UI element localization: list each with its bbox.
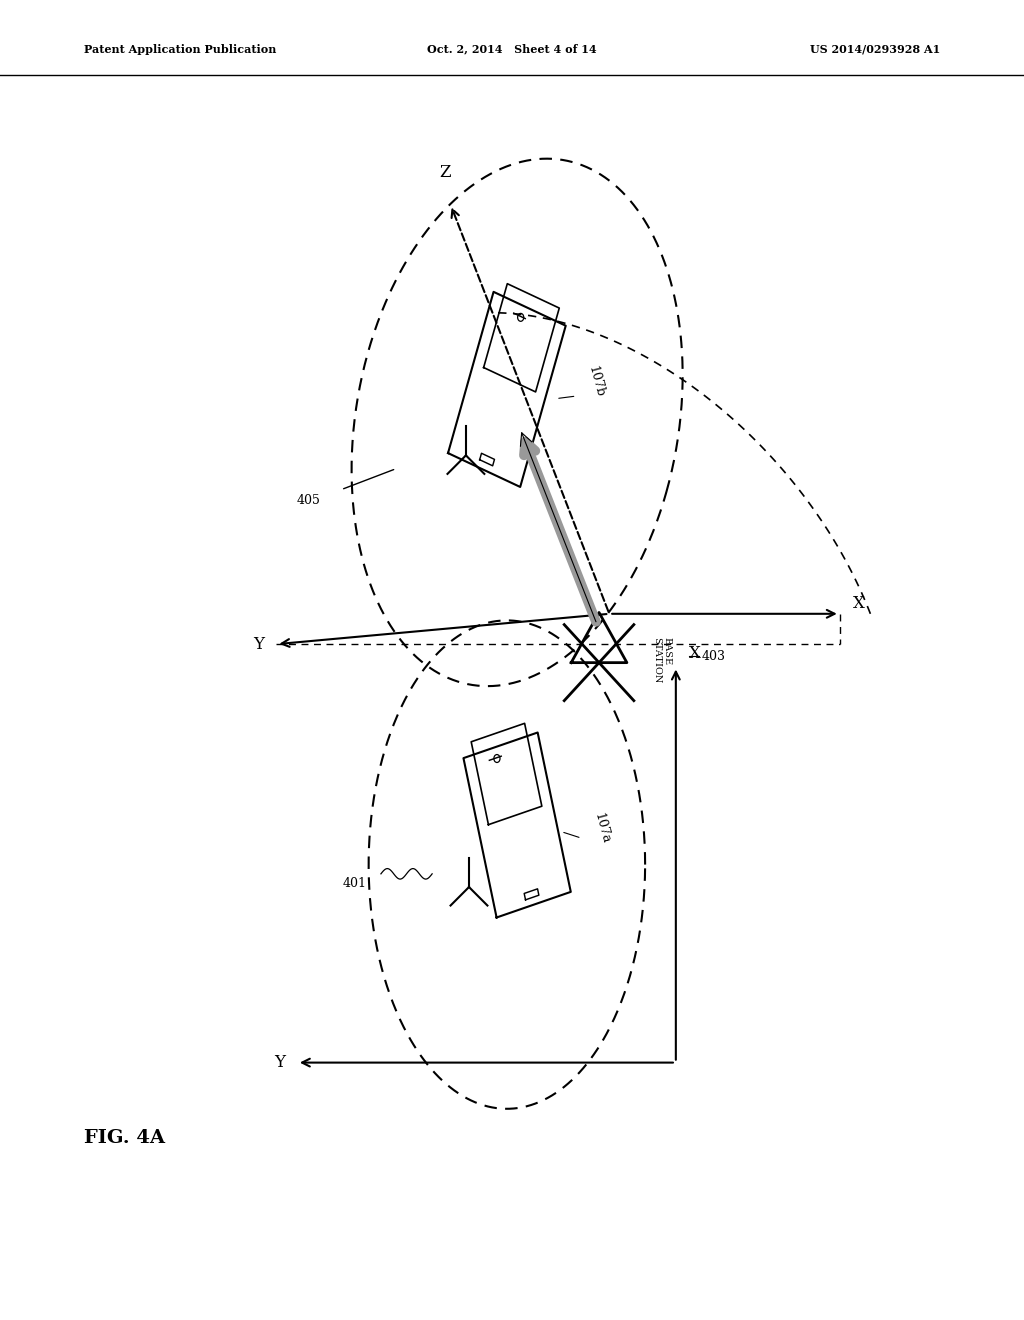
Text: 405: 405: [297, 494, 321, 507]
Text: 401: 401: [343, 876, 367, 890]
Text: X: X: [853, 595, 865, 611]
Text: 107a: 107a: [592, 812, 612, 845]
Text: BASE
STATION: BASE STATION: [652, 636, 672, 684]
Text: Oct. 2, 2014   Sheet 4 of 14: Oct. 2, 2014 Sheet 4 of 14: [427, 44, 597, 54]
Text: Y: Y: [273, 1055, 285, 1071]
Text: FIG. 4A: FIG. 4A: [84, 1129, 165, 1147]
Text: Z: Z: [439, 164, 452, 181]
Text: US 2014/0293928 A1: US 2014/0293928 A1: [810, 44, 940, 54]
Text: X: X: [689, 645, 701, 661]
Text: Patent Application Publication: Patent Application Publication: [84, 44, 276, 54]
Text: Y: Y: [253, 636, 264, 652]
Text: 403: 403: [701, 649, 725, 663]
Text: 107b: 107b: [586, 364, 606, 399]
